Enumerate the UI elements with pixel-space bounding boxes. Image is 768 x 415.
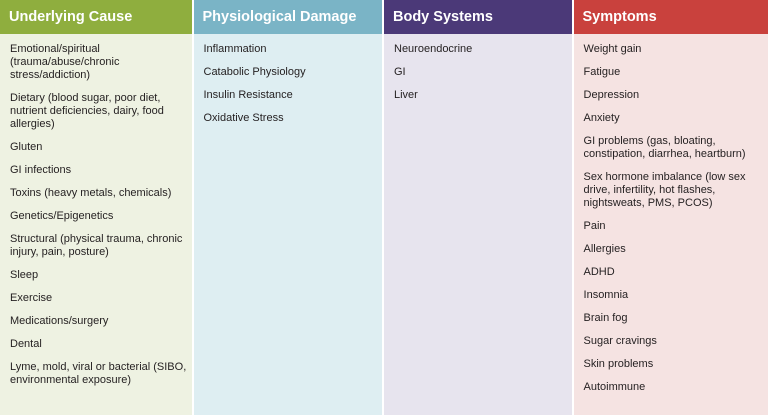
list-item: Dietary (blood sugar, poor diet, nutrien… [10,92,164,130]
list-item: Inflammation [203,43,267,55]
list-item: GI problems (gas, bloating, constipation… [583,135,746,160]
list-item: Dental [10,338,42,350]
list-item: Insulin Resistance [203,89,293,101]
list-item: Structural (physical trauma, chronic inj… [10,233,183,258]
list-item: Gluten [10,141,43,153]
list-item: Medications/surgery [10,315,109,327]
list-item: Insomnia [583,289,629,301]
list-item: Liver [394,89,418,101]
list-item: Anxiety [583,112,620,124]
list-item: Lyme, mold, viral or bacterial (SIBO, en… [10,361,187,386]
list-item: Catabolic Physiology [203,66,306,78]
list-item: Sugar cravings [583,335,657,347]
list-item: Weight gain [583,43,642,55]
list-item: Sleep [10,269,39,281]
list-item: GI infections [10,164,72,176]
list-item: GI [394,66,406,78]
column-header: Body Systems [384,0,572,34]
list-item: Allergies [583,243,626,255]
list-item: Neuroendocrine [394,43,473,55]
list-item: Sex hormone imbalance (low sex drive, in… [583,171,746,209]
column-body-systems: Body Systems Neuroendocrine GI Liver [384,0,572,415]
column-body: Neuroendocrine GI Liver [384,34,572,415]
list-item: Brain fog [583,312,628,324]
column-header: Physiological Damage [193,0,382,34]
list-item: Skin problems [583,358,654,370]
list-item: Pain [583,220,606,232]
list-item: Emotional/spiritual (trauma/abuse/chroni… [10,43,120,81]
column-header: Underlying Cause [0,0,192,34]
list-item: Toxins (heavy metals, chemicals) [10,187,172,199]
column-symptoms: Symptoms Weight gain Fatigue Depression Anx… [573,0,768,415]
list-item: Fatigue [583,66,621,78]
list-item: Exercise [10,292,53,304]
column-physiological-damage: Physiological Damage Inflammation Catabol… [193,0,382,415]
column-underlying-cause: Underlying Cause Emotional/spiritual (tr… [0,0,192,415]
column-body: Emotional/spiritual (trauma/abuse/chroni… [0,34,192,415]
column-header: Symptoms [573,0,768,34]
list-item: Oxidative Stress [203,112,284,124]
list-item: Genetics/Epigenetics [10,210,114,222]
column-body: Weight gain Fatigue Depression Anxiety GI pr… [573,34,768,415]
column-body: Inflammation Catabolic Physiology Insulin … [193,34,382,415]
list-item: ADHD [583,266,615,278]
list-item: Autoimmune [583,381,646,393]
list-item: Depression [583,89,640,101]
